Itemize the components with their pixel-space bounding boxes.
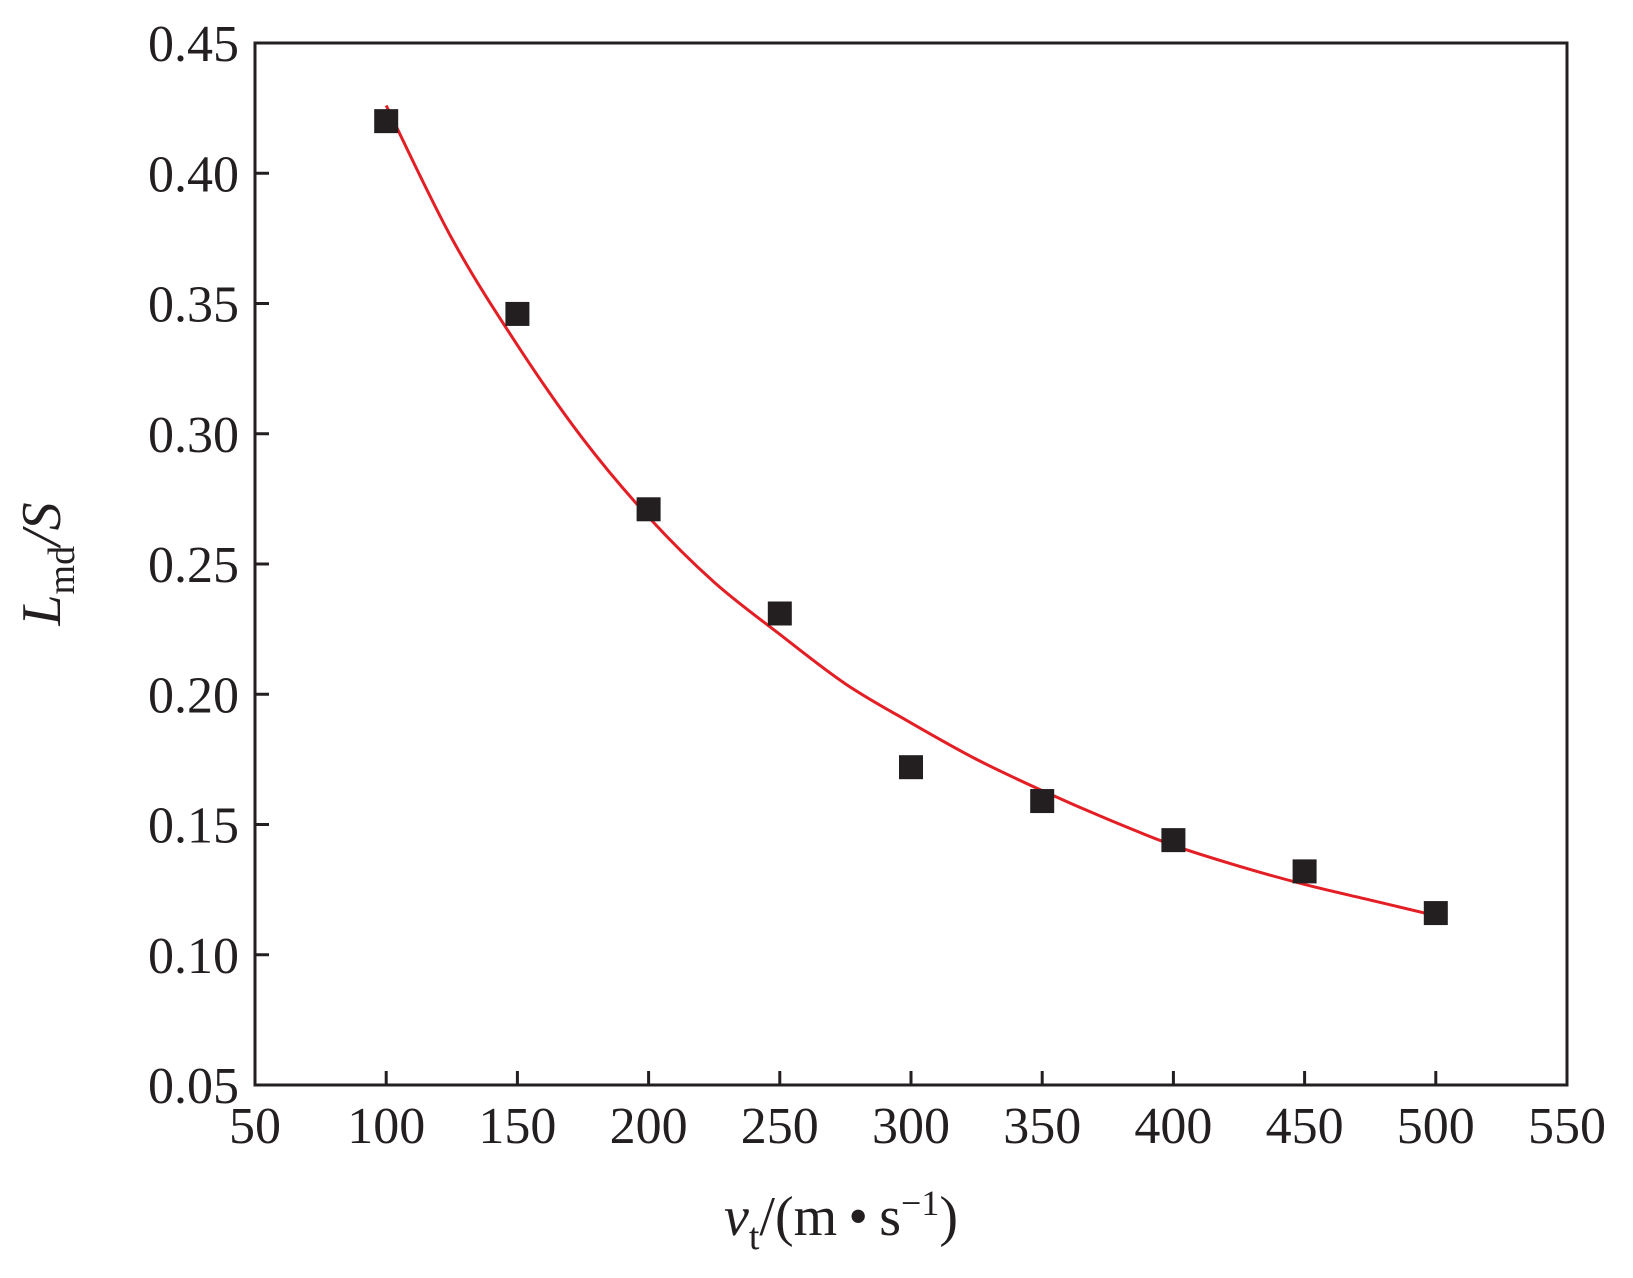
data-point [636, 497, 661, 522]
fit-curve-line [384, 104, 1437, 918]
plot-frame [253, 41, 1569, 1087]
x-tick-label: 50 [229, 1098, 281, 1155]
data-points [374, 109, 1448, 926]
x-tick-label: 200 [610, 1098, 688, 1155]
y-tick-label: 0.20 [148, 667, 239, 724]
x-tick-label: 250 [741, 1098, 819, 1155]
data-point [1423, 901, 1448, 926]
y-axis-title: Lmd/S [11, 502, 83, 626]
x-tick-label: 100 [347, 1098, 425, 1155]
data-point [1292, 859, 1317, 884]
x-tick-label: 450 [1266, 1098, 1344, 1155]
y-tick-label: 0.45 [148, 16, 239, 73]
y-tick-label: 0.10 [148, 928, 239, 985]
y-tick-label: 0.30 [148, 407, 239, 464]
y-tick-label: 0.05 [148, 1058, 239, 1115]
y-axis-ticks: 0.05 0.10 0.15 0.20 0.25 0.30 0.35 0.40 0.45 [148, 16, 269, 1115]
x-tick-label: 300 [872, 1098, 950, 1155]
x-axis-title: vt/(m • s−1) [724, 1183, 958, 1258]
x-tick-label: 150 [478, 1098, 556, 1155]
fit-curve [384, 104, 1437, 918]
x-tick-label: 550 [1528, 1098, 1606, 1155]
y-tick-label: 0.25 [148, 537, 239, 594]
plot-area-border [253, 41, 1569, 1087]
x-axis-ticks: 50 100 150 200 250 300 350 400 450 500 550 [229, 1071, 1606, 1155]
x-tick-label: 400 [1134, 1098, 1212, 1155]
data-point [1161, 828, 1186, 853]
y-tick-label: 0.35 [148, 277, 239, 334]
x-tick-label: 350 [1003, 1098, 1081, 1155]
y-tick-label: 0.40 [148, 146, 239, 203]
data-point [1030, 789, 1055, 814]
data-point [899, 755, 923, 780]
data-point [505, 301, 530, 326]
data-point [374, 109, 399, 134]
x-tick-label: 500 [1397, 1098, 1475, 1155]
y-tick-label: 0.15 [148, 798, 239, 855]
data-point [767, 601, 792, 626]
